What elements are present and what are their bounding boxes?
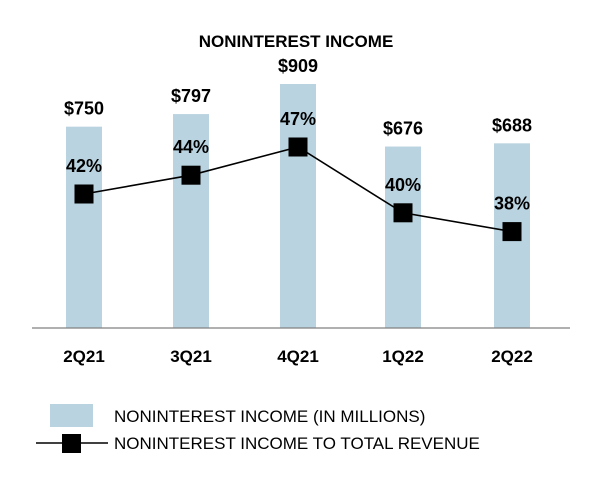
ratio-value-label-2q21: 42% [66, 156, 102, 176]
category-labels: 2Q21 3Q21 4Q21 1Q22 2Q22 [63, 347, 533, 366]
ratio-value-label-4q21: 47% [280, 109, 316, 129]
ratio-value-label-1q22: 40% [385, 175, 421, 195]
bar-value-label-2q21: $750 [64, 99, 104, 119]
legend-marker-swatch [62, 434, 81, 453]
bar-2q21 [66, 126, 102, 328]
bar-value-label-4q21: $909 [278, 56, 318, 76]
x-tick-label-3q21: 3Q21 [170, 347, 212, 366]
bar-value-label-1q22: $676 [383, 119, 423, 139]
bar-value-label-2q22: $688 [492, 115, 532, 135]
legend-bar-label: NONINTEREST INCOME (IN MILLIONS) [114, 407, 425, 426]
bar-3q21 [173, 114, 209, 328]
bar-4q21 [280, 84, 316, 328]
ratio-value-label-3q21: 44% [173, 137, 209, 157]
ratio-marker-4q21 [288, 137, 308, 157]
bar-1q22 [385, 146, 421, 328]
legend-line-label: NONINTEREST INCOME TO TOTAL REVENUE [114, 434, 480, 453]
ratio-marker-2q22 [502, 222, 522, 242]
ratio-marker-2q21 [74, 184, 94, 204]
x-tick-label-2q22: 2Q22 [491, 347, 533, 366]
legend: NONINTEREST INCOME (IN MILLIONS) NONINTE… [36, 404, 480, 453]
ratio-line-layer: 42% 44% 47% 40% 38% [66, 109, 530, 242]
chart-title: NONINTEREST INCOME [199, 32, 394, 51]
bars-layer: $750 $797 $909 $676 $688 [64, 56, 532, 328]
x-tick-label-1q22: 1Q22 [382, 347, 424, 366]
x-tick-label-4q21: 4Q21 [277, 347, 319, 366]
ratio-value-label-2q22: 38% [494, 194, 530, 214]
ratio-marker-1q22 [393, 203, 413, 223]
bar-value-label-3q21: $797 [171, 86, 211, 106]
x-tick-label-2q21: 2Q21 [63, 347, 105, 366]
legend-bar-swatch [50, 404, 93, 427]
ratio-marker-3q21 [181, 165, 201, 185]
